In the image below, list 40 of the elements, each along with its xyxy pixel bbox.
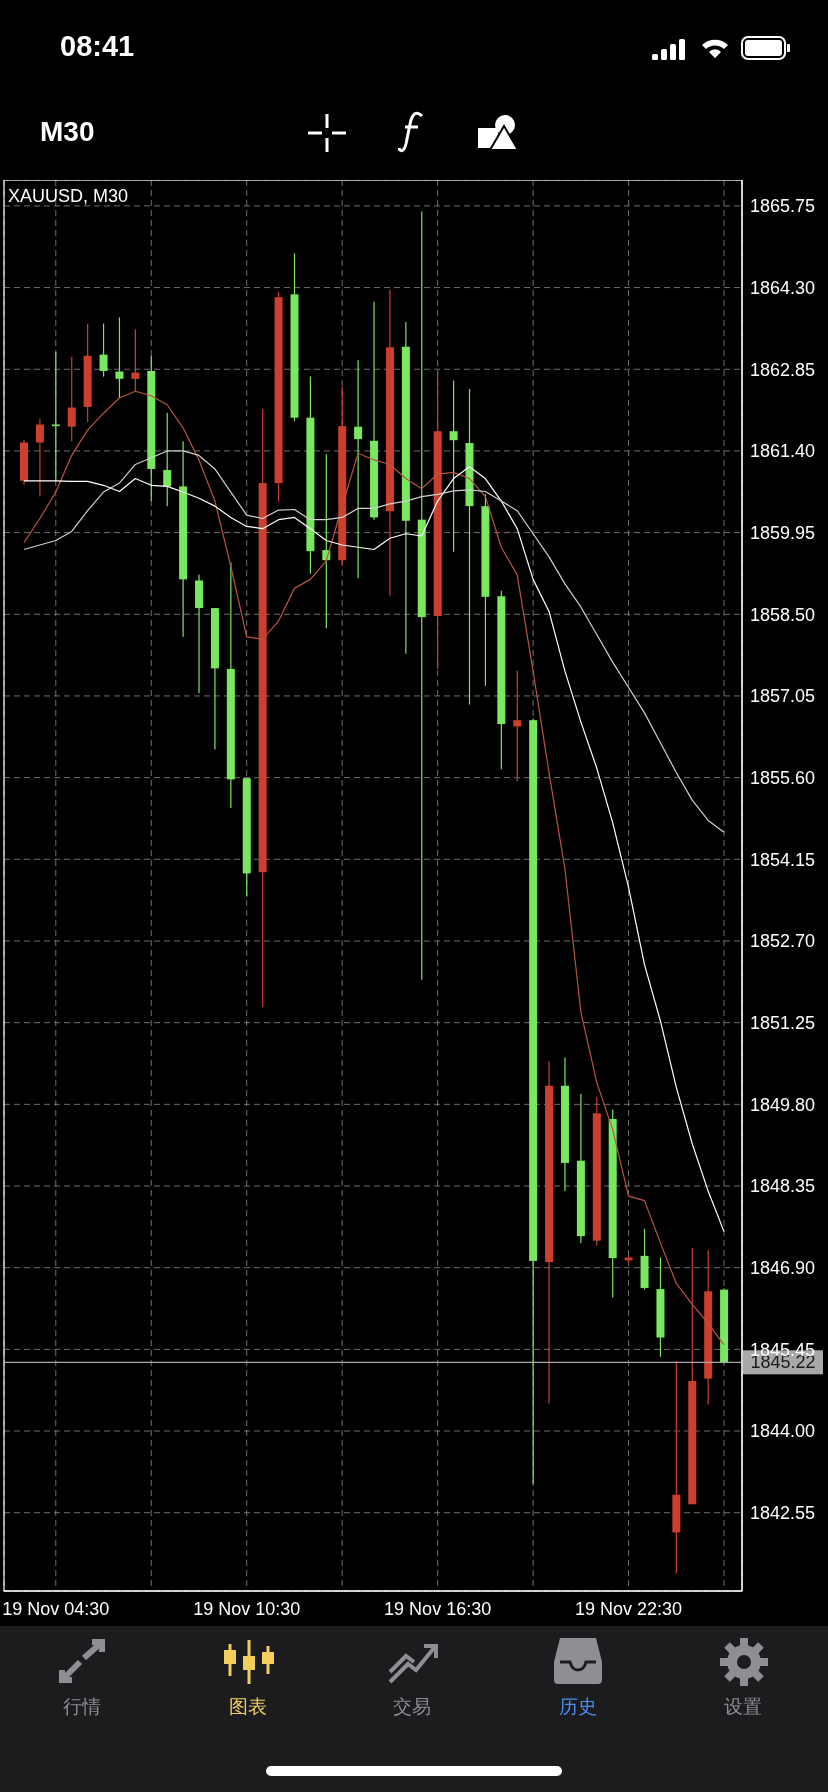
text: 历史 bbox=[558, 1695, 598, 1719]
y-tick-label: 1859.95 bbox=[750, 523, 816, 543]
x-tick-label: 19 Nov 10:30 bbox=[193, 1599, 301, 1619]
y-tick-label: 1851.25 bbox=[750, 1013, 816, 1034]
y-tick-label: 1862.85 bbox=[750, 359, 816, 380]
y-tick-label: 1849.80 bbox=[750, 1094, 816, 1115]
candlestick bbox=[51, 351, 60, 482]
text: 行情 bbox=[62, 1695, 102, 1719]
candlestick bbox=[67, 356, 76, 442]
y-tick-label: 1857.05 bbox=[750, 686, 816, 707]
candlestick bbox=[449, 379, 458, 553]
candlestick bbox=[354, 359, 363, 579]
candlestick bbox=[131, 328, 140, 392]
y-tick-label: 1864.30 bbox=[750, 277, 816, 298]
y-tick-label: 1848.35 bbox=[750, 1176, 816, 1197]
text: 交易 bbox=[392, 1695, 432, 1719]
y-tick-label: 1858.50 bbox=[750, 604, 816, 625]
line-series bbox=[23, 450, 725, 833]
y-tick-label: 1846.90 bbox=[750, 1258, 816, 1279]
y-tick-label: 1855.60 bbox=[750, 768, 816, 789]
text: M30 bbox=[40, 116, 95, 148]
candlestick bbox=[163, 412, 172, 507]
candlestick bbox=[99, 323, 108, 378]
text: 设置 bbox=[723, 1695, 763, 1719]
candlestick bbox=[513, 670, 522, 783]
y-tick-label: 1854.15 bbox=[750, 849, 816, 870]
y-tick-label: 1842.55 bbox=[750, 1503, 816, 1524]
candlestick bbox=[115, 316, 124, 399]
x-tick-label: 19 Nov 04:30 bbox=[2, 1599, 110, 1619]
candlestick bbox=[35, 418, 44, 498]
text: 08:41 bbox=[60, 30, 135, 63]
x-tick-label: 19 Nov 16:30 bbox=[384, 1599, 492, 1619]
y-tick-label: 1861.40 bbox=[750, 441, 816, 462]
x-tick-label: 19 Nov 22:30 bbox=[575, 1599, 683, 1619]
y-tick-label: 1865.75 bbox=[750, 196, 816, 217]
chart-title: XAUUSD, M30 bbox=[8, 186, 129, 206]
y-tick-label: 1844.00 bbox=[750, 1421, 816, 1442]
y-tick-label: 1852.70 bbox=[750, 931, 816, 952]
line-series bbox=[23, 390, 725, 1346]
text: 图表 bbox=[228, 1695, 268, 1719]
